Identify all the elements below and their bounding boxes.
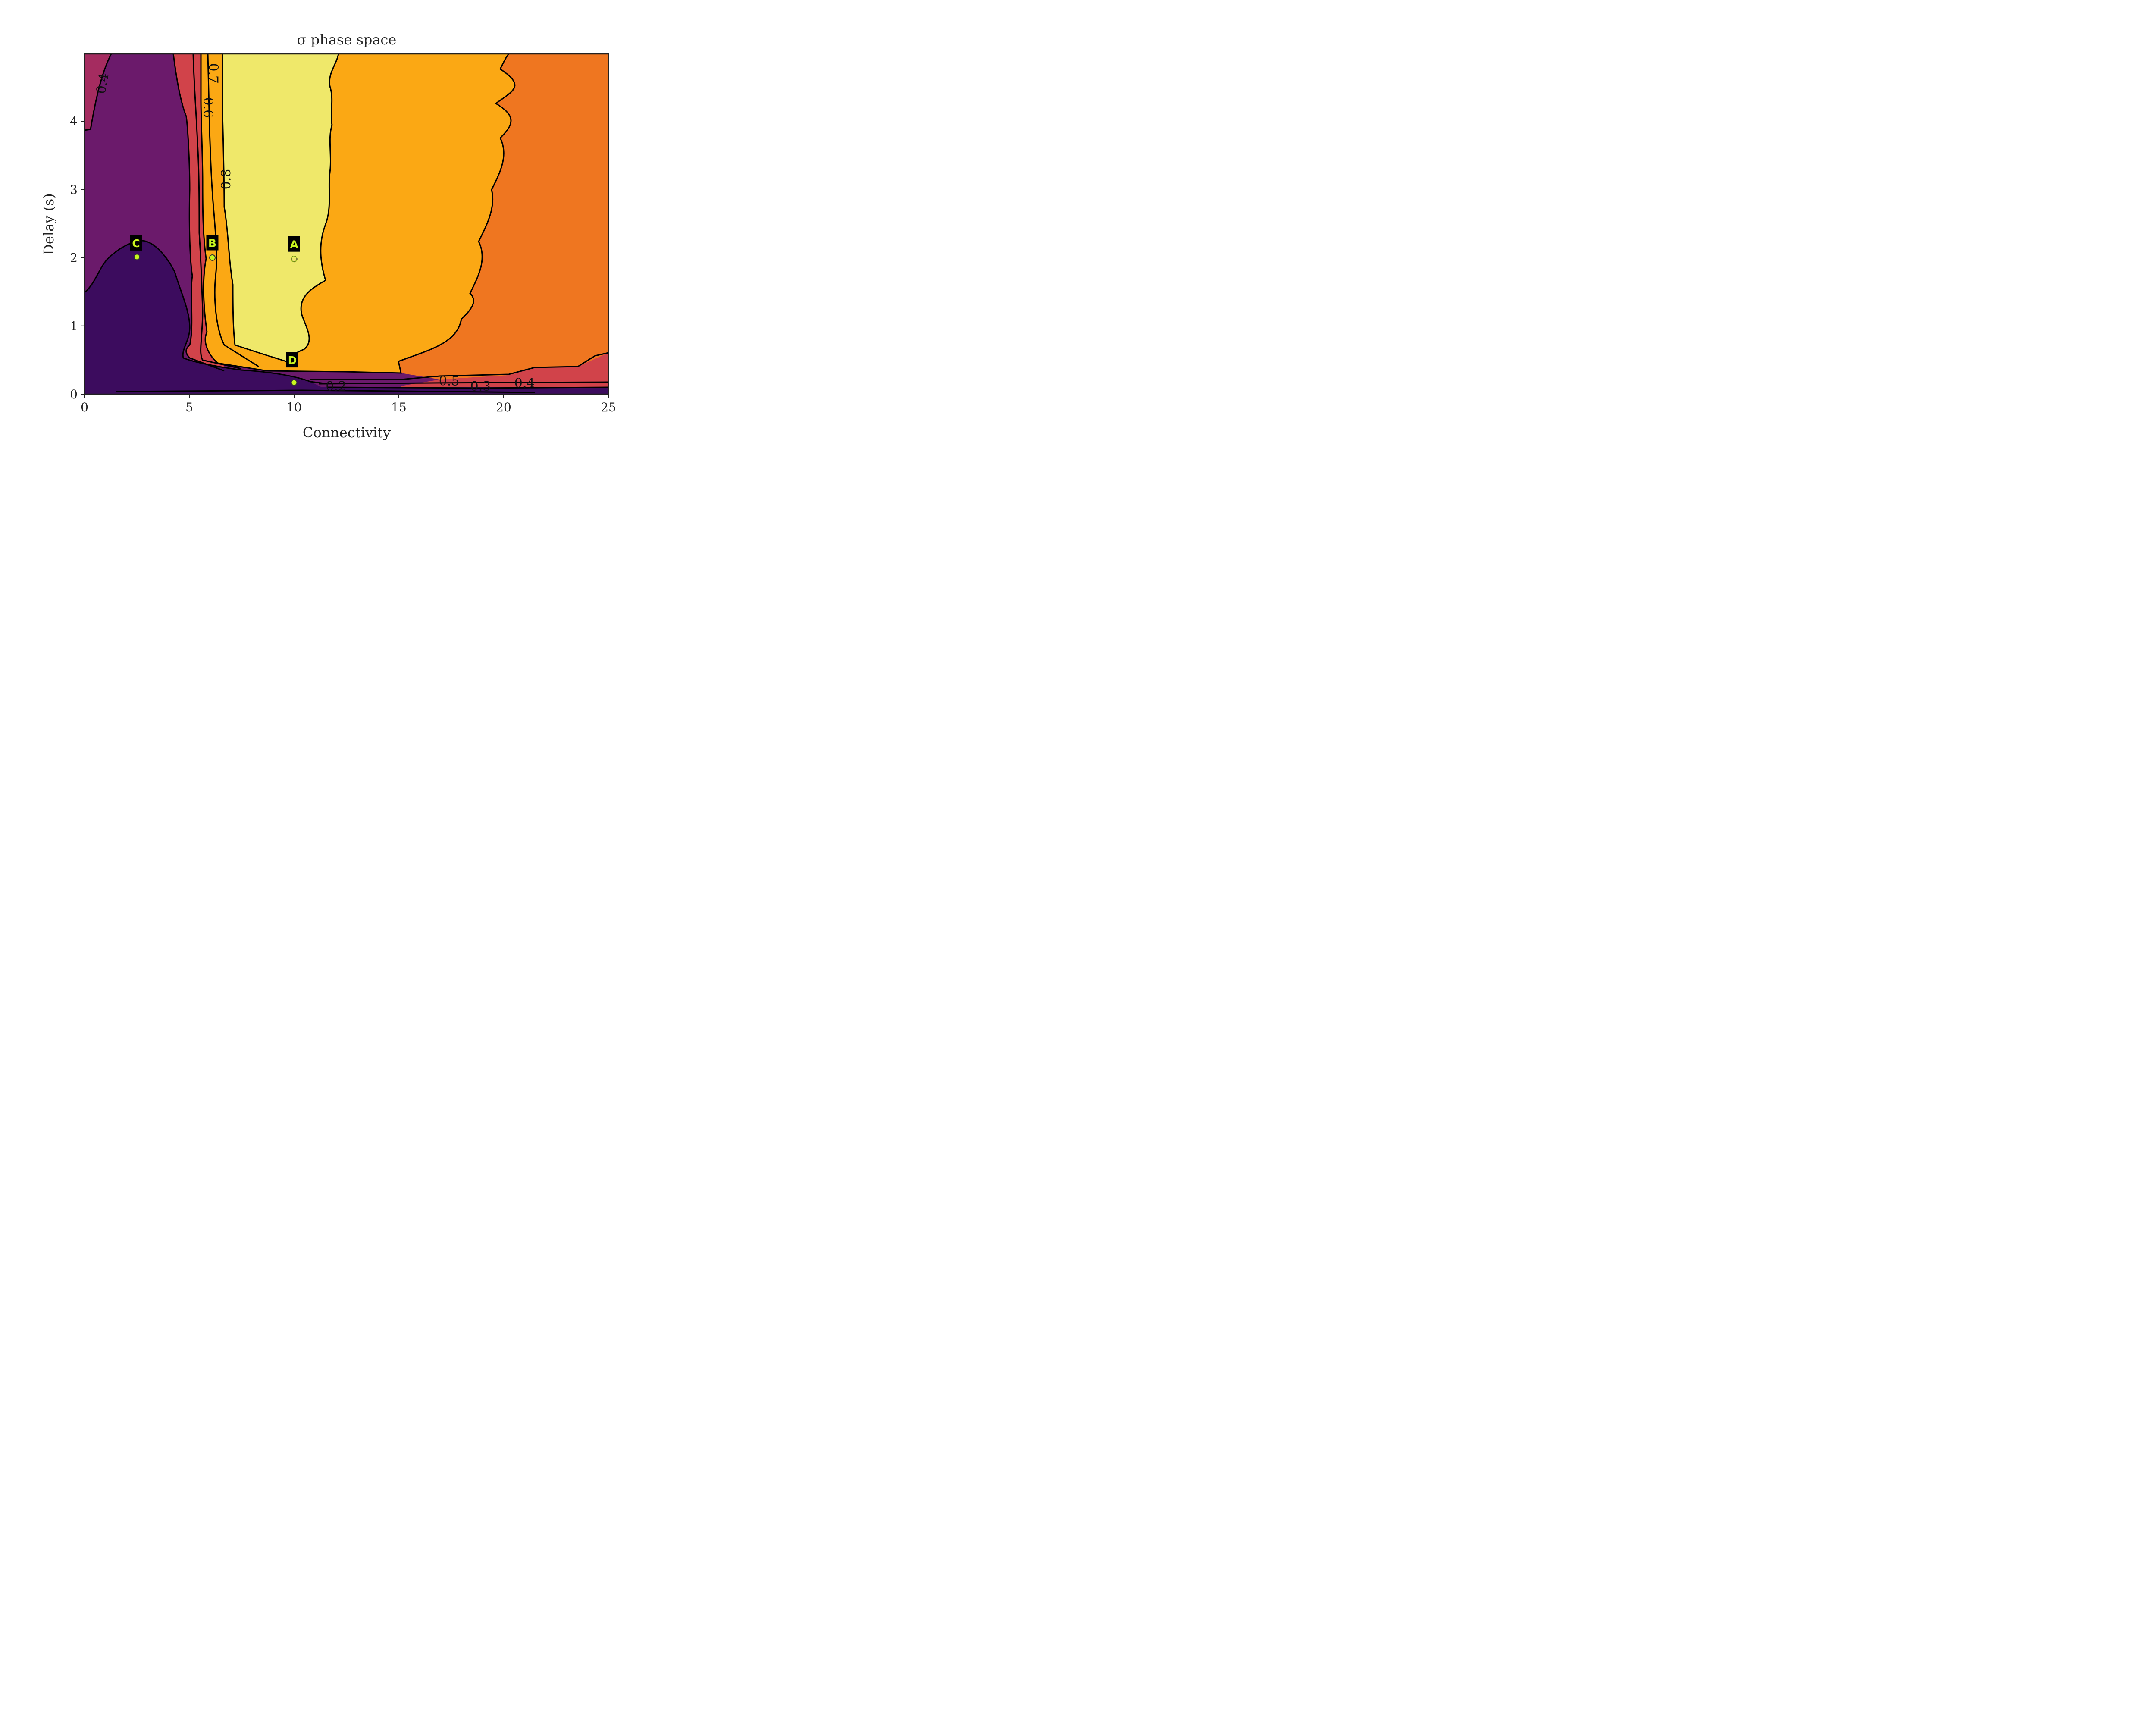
point-label: B <box>208 237 216 250</box>
x-tick-label: 15 <box>391 400 407 414</box>
point-label-box <box>130 235 142 251</box>
contour-region-yellow-band <box>222 54 338 362</box>
contour-label: 0.8 <box>219 169 234 190</box>
x-tick-label: 5 <box>185 400 193 414</box>
x-tick-label: 25 <box>601 400 616 414</box>
contour-line-dark-boundary <box>85 240 328 385</box>
x-tick-label: 10 <box>286 400 302 414</box>
point-marker-ring <box>291 256 297 262</box>
point-label: C <box>132 237 140 250</box>
point-label-box <box>206 235 219 251</box>
y-tick-label: 0 <box>70 387 78 401</box>
x-axis-label: Connectivity <box>303 424 391 441</box>
point-label: A <box>290 238 298 251</box>
point-label: D <box>288 354 297 367</box>
point-label-box <box>286 352 298 368</box>
x-axis: 0 5 10 15 20 25 <box>81 394 616 414</box>
point-d: D <box>286 352 298 386</box>
contour-line-red-left <box>172 54 225 372</box>
y-tick-label: 4 <box>70 114 78 129</box>
contour-line-top-left <box>85 54 112 131</box>
y-tick-label: 3 <box>70 182 78 197</box>
y-axis-label: Delay (s) <box>41 193 57 255</box>
point-a: A <box>288 236 300 263</box>
contour-line-orange-right <box>267 54 516 374</box>
contour-region-bottom-right-red <box>401 353 608 390</box>
point-marker <box>209 254 216 261</box>
contour-label: 0.2 <box>326 379 346 394</box>
x-tick-label: 0 <box>81 400 88 414</box>
y-axis: 0 1 2 3 4 <box>70 114 85 401</box>
contour-line-bottom-3 <box>116 389 535 393</box>
point-marker <box>291 379 298 386</box>
contour-label: 0.5 <box>439 374 460 389</box>
point-markers: A B C D <box>130 235 300 386</box>
contour-line-red-bottom-right <box>310 352 608 380</box>
point-marker <box>134 254 140 260</box>
contour-line-bottom-2 <box>327 386 608 389</box>
x-tick-label: 20 <box>496 400 511 414</box>
contour-line-bottom-1 <box>319 381 608 385</box>
plot-frame <box>84 53 609 395</box>
contour-region-orange-band <box>398 54 608 380</box>
contour-line-red-mid <box>192 54 242 370</box>
contour-fills <box>85 54 608 394</box>
point-c: C <box>130 235 142 260</box>
contour-line-yellow-left <box>222 54 289 363</box>
contour-label: 0.3 <box>470 379 491 394</box>
y-tick-label: 1 <box>70 319 78 333</box>
contour-label: 0.4 <box>94 72 112 95</box>
contour-lines <box>85 54 608 393</box>
contour-line-yellow-right <box>288 54 339 363</box>
point-label-box <box>288 236 300 252</box>
plot-area: 0.4 0.7 0.6 0.8 0.2 0.5 0.3 0.4 A B C D <box>84 53 609 395</box>
contour-label: 0.7 <box>205 63 220 84</box>
y-tick-label: 2 <box>70 251 78 265</box>
point-b: B <box>206 235 219 261</box>
chart-title: σ phase space <box>297 31 397 48</box>
contour-line-orange-left <box>200 54 268 372</box>
contour-labels: 0.4 0.7 0.6 0.8 0.2 0.5 0.3 0.4 <box>94 63 535 394</box>
contour-chart: σ phase space <box>41 31 616 441</box>
contour-label: 0.4 <box>514 376 535 391</box>
contour-label: 0.6 <box>200 97 215 118</box>
